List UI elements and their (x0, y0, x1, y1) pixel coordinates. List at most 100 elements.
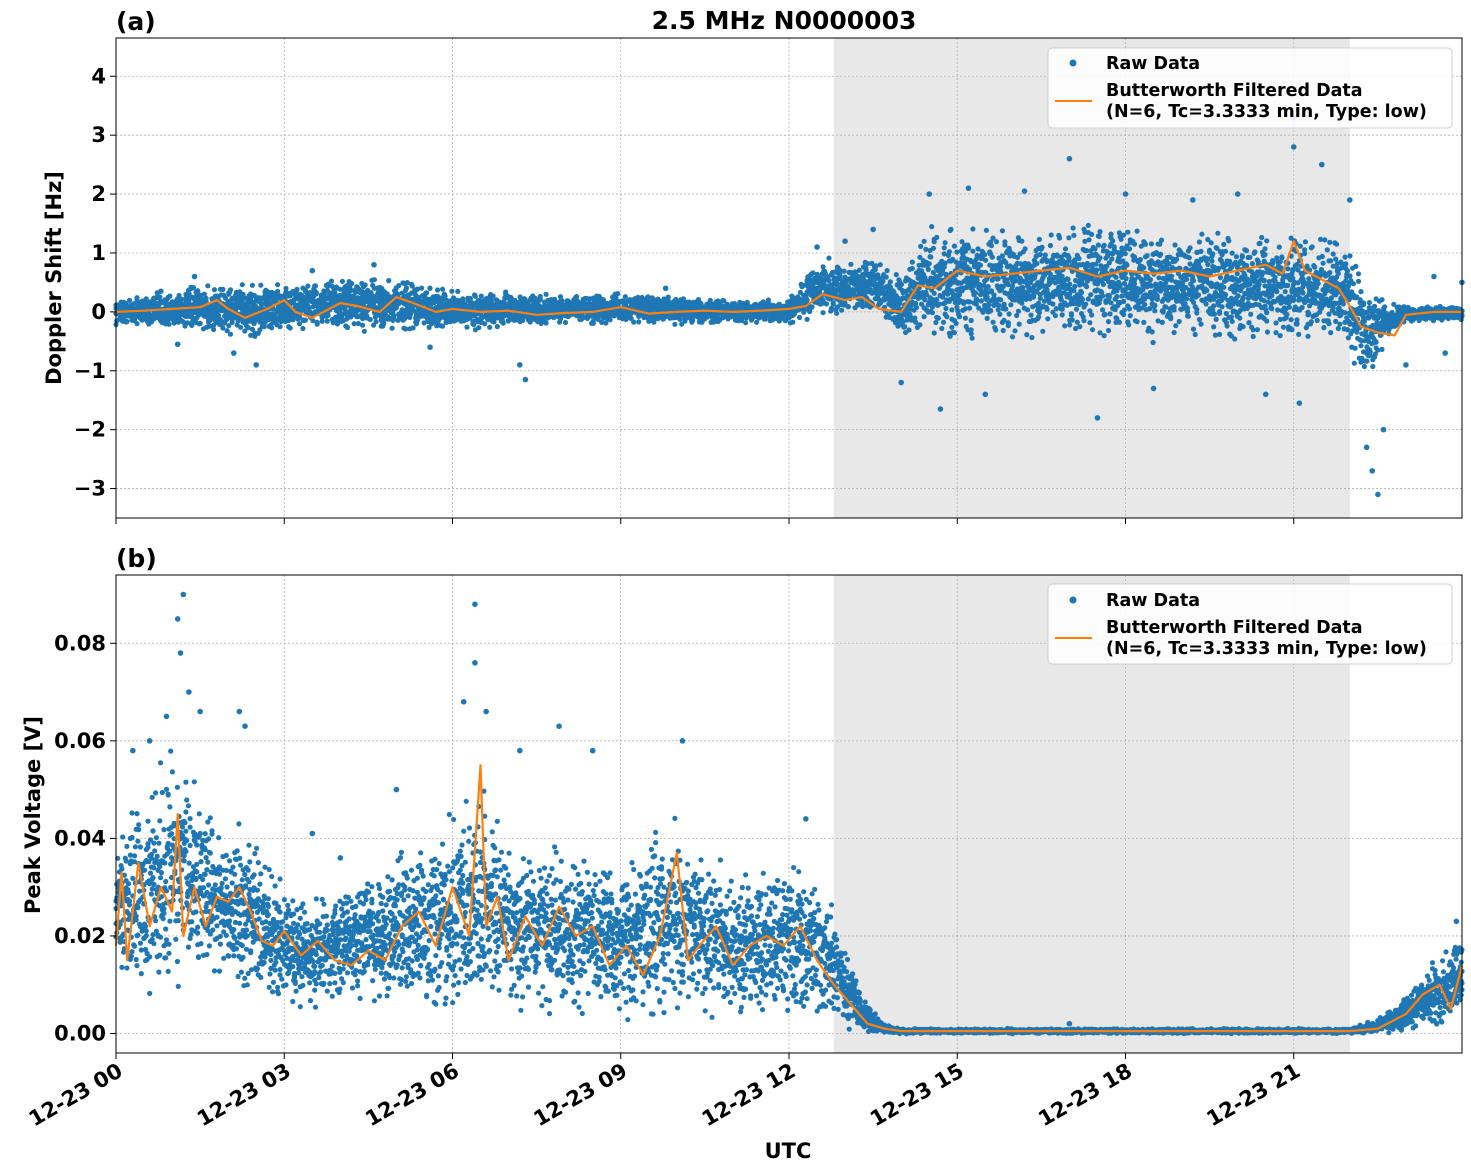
raw-data-point (967, 305, 973, 311)
raw-data-point (1116, 319, 1122, 325)
raw-data-point (1142, 241, 1149, 247)
raw-data-point (1045, 316, 1051, 322)
raw-data-point (931, 330, 937, 336)
raw-data-point (972, 290, 979, 296)
raw-data-point (988, 243, 995, 249)
raw-data-point (1086, 237, 1092, 243)
raw-data-point (1040, 328, 1046, 334)
raw-data-point (1016, 321, 1022, 327)
raw-data-point (1144, 253, 1150, 259)
raw-data-point (939, 325, 945, 332)
raw-data-point (313, 290, 319, 296)
raw-data-point (1068, 312, 1074, 318)
raw-data-point (743, 320, 749, 326)
raw-data-point (1111, 244, 1117, 250)
raw-data-point (968, 327, 974, 333)
raw-data-point (186, 291, 192, 297)
raw-data-point (941, 245, 947, 251)
raw-data-point (410, 325, 416, 331)
raw-data-point (1071, 288, 1077, 294)
raw-data-point (500, 320, 506, 326)
raw-data-point (996, 302, 1002, 309)
raw-data-point (419, 285, 425, 291)
raw-data-point (856, 267, 862, 273)
raw-data-point (226, 323, 232, 329)
raw-data-point (1100, 307, 1106, 313)
raw-data-point (912, 315, 918, 321)
raw-data-point (985, 284, 991, 290)
raw-data-point (302, 317, 308, 323)
raw-data-point (190, 285, 196, 291)
raw-data-point (216, 312, 222, 319)
raw-data-point (893, 272, 899, 278)
raw-data-point (926, 261, 932, 267)
raw-data-point (124, 318, 130, 325)
raw-data-point (841, 268, 847, 274)
raw-data-point (1089, 231, 1095, 237)
raw-data-point (1152, 302, 1158, 308)
raw-data-point (1083, 301, 1089, 307)
raw-data-point (1047, 271, 1053, 277)
raw-data-point (949, 324, 955, 330)
raw-data-point (1147, 277, 1154, 283)
raw-data-point (1062, 323, 1068, 329)
raw-data-point (1126, 246, 1133, 252)
raw-data-point (1101, 242, 1107, 248)
raw-data-point (672, 321, 678, 327)
raw-data-point (998, 297, 1004, 303)
raw-data-point (1088, 292, 1094, 298)
raw-data-point (1097, 255, 1103, 261)
raw-data-point (956, 314, 963, 320)
raw-data-point (476, 325, 482, 331)
raw-data-point (1141, 319, 1147, 325)
raw-data-point (1097, 229, 1103, 235)
raw-data-point (1072, 283, 1078, 289)
raw-data-point (1009, 283, 1016, 290)
raw-data-point (143, 296, 149, 302)
raw-data-point (918, 243, 924, 249)
raw-data-point (902, 324, 908, 330)
raw-data-point (953, 320, 959, 326)
raw-data-point (1123, 276, 1129, 282)
raw-data-point (294, 286, 300, 292)
raw-data-point (1134, 319, 1140, 325)
raw-data-point (830, 300, 836, 306)
raw-data-point (224, 328, 230, 334)
raw-data-point (277, 324, 283, 330)
raw-data-point (1105, 319, 1112, 325)
raw-data-point (1100, 293, 1106, 299)
raw-data-point (1092, 246, 1098, 252)
raw-data-point (977, 262, 984, 268)
raw-data-point (1057, 235, 1063, 241)
raw-data-point (848, 261, 854, 267)
raw-data-point (339, 278, 345, 284)
raw-data-point (931, 290, 937, 296)
raw-data-point (1000, 327, 1006, 334)
raw-data-point (1070, 225, 1076, 231)
raw-data-point (1028, 312, 1034, 318)
raw-data-point (1024, 332, 1030, 338)
raw-data-point (982, 252, 988, 258)
raw-data-point (1134, 228, 1140, 234)
raw-data-point (1121, 232, 1127, 238)
raw-data-point (167, 293, 173, 299)
raw-data-point (1003, 306, 1009, 312)
raw-data-point (1121, 298, 1127, 304)
raw-data-point (863, 265, 869, 271)
raw-data-point (1025, 307, 1031, 313)
raw-data-point (258, 282, 264, 288)
raw-data-point (1121, 311, 1127, 318)
raw-data-point (1078, 290, 1085, 296)
raw-data-point (1001, 301, 1007, 307)
raw-data-point (1158, 251, 1164, 257)
raw-data-point (826, 255, 832, 261)
raw-data-point (1005, 323, 1011, 329)
raw-data-point (834, 310, 840, 316)
raw-data-point (940, 319, 947, 325)
raw-data-point (969, 335, 975, 341)
raw-data-point (296, 321, 303, 327)
raw-data-point (361, 328, 367, 334)
raw-data-point (991, 292, 997, 298)
raw-data-point (464, 324, 470, 330)
